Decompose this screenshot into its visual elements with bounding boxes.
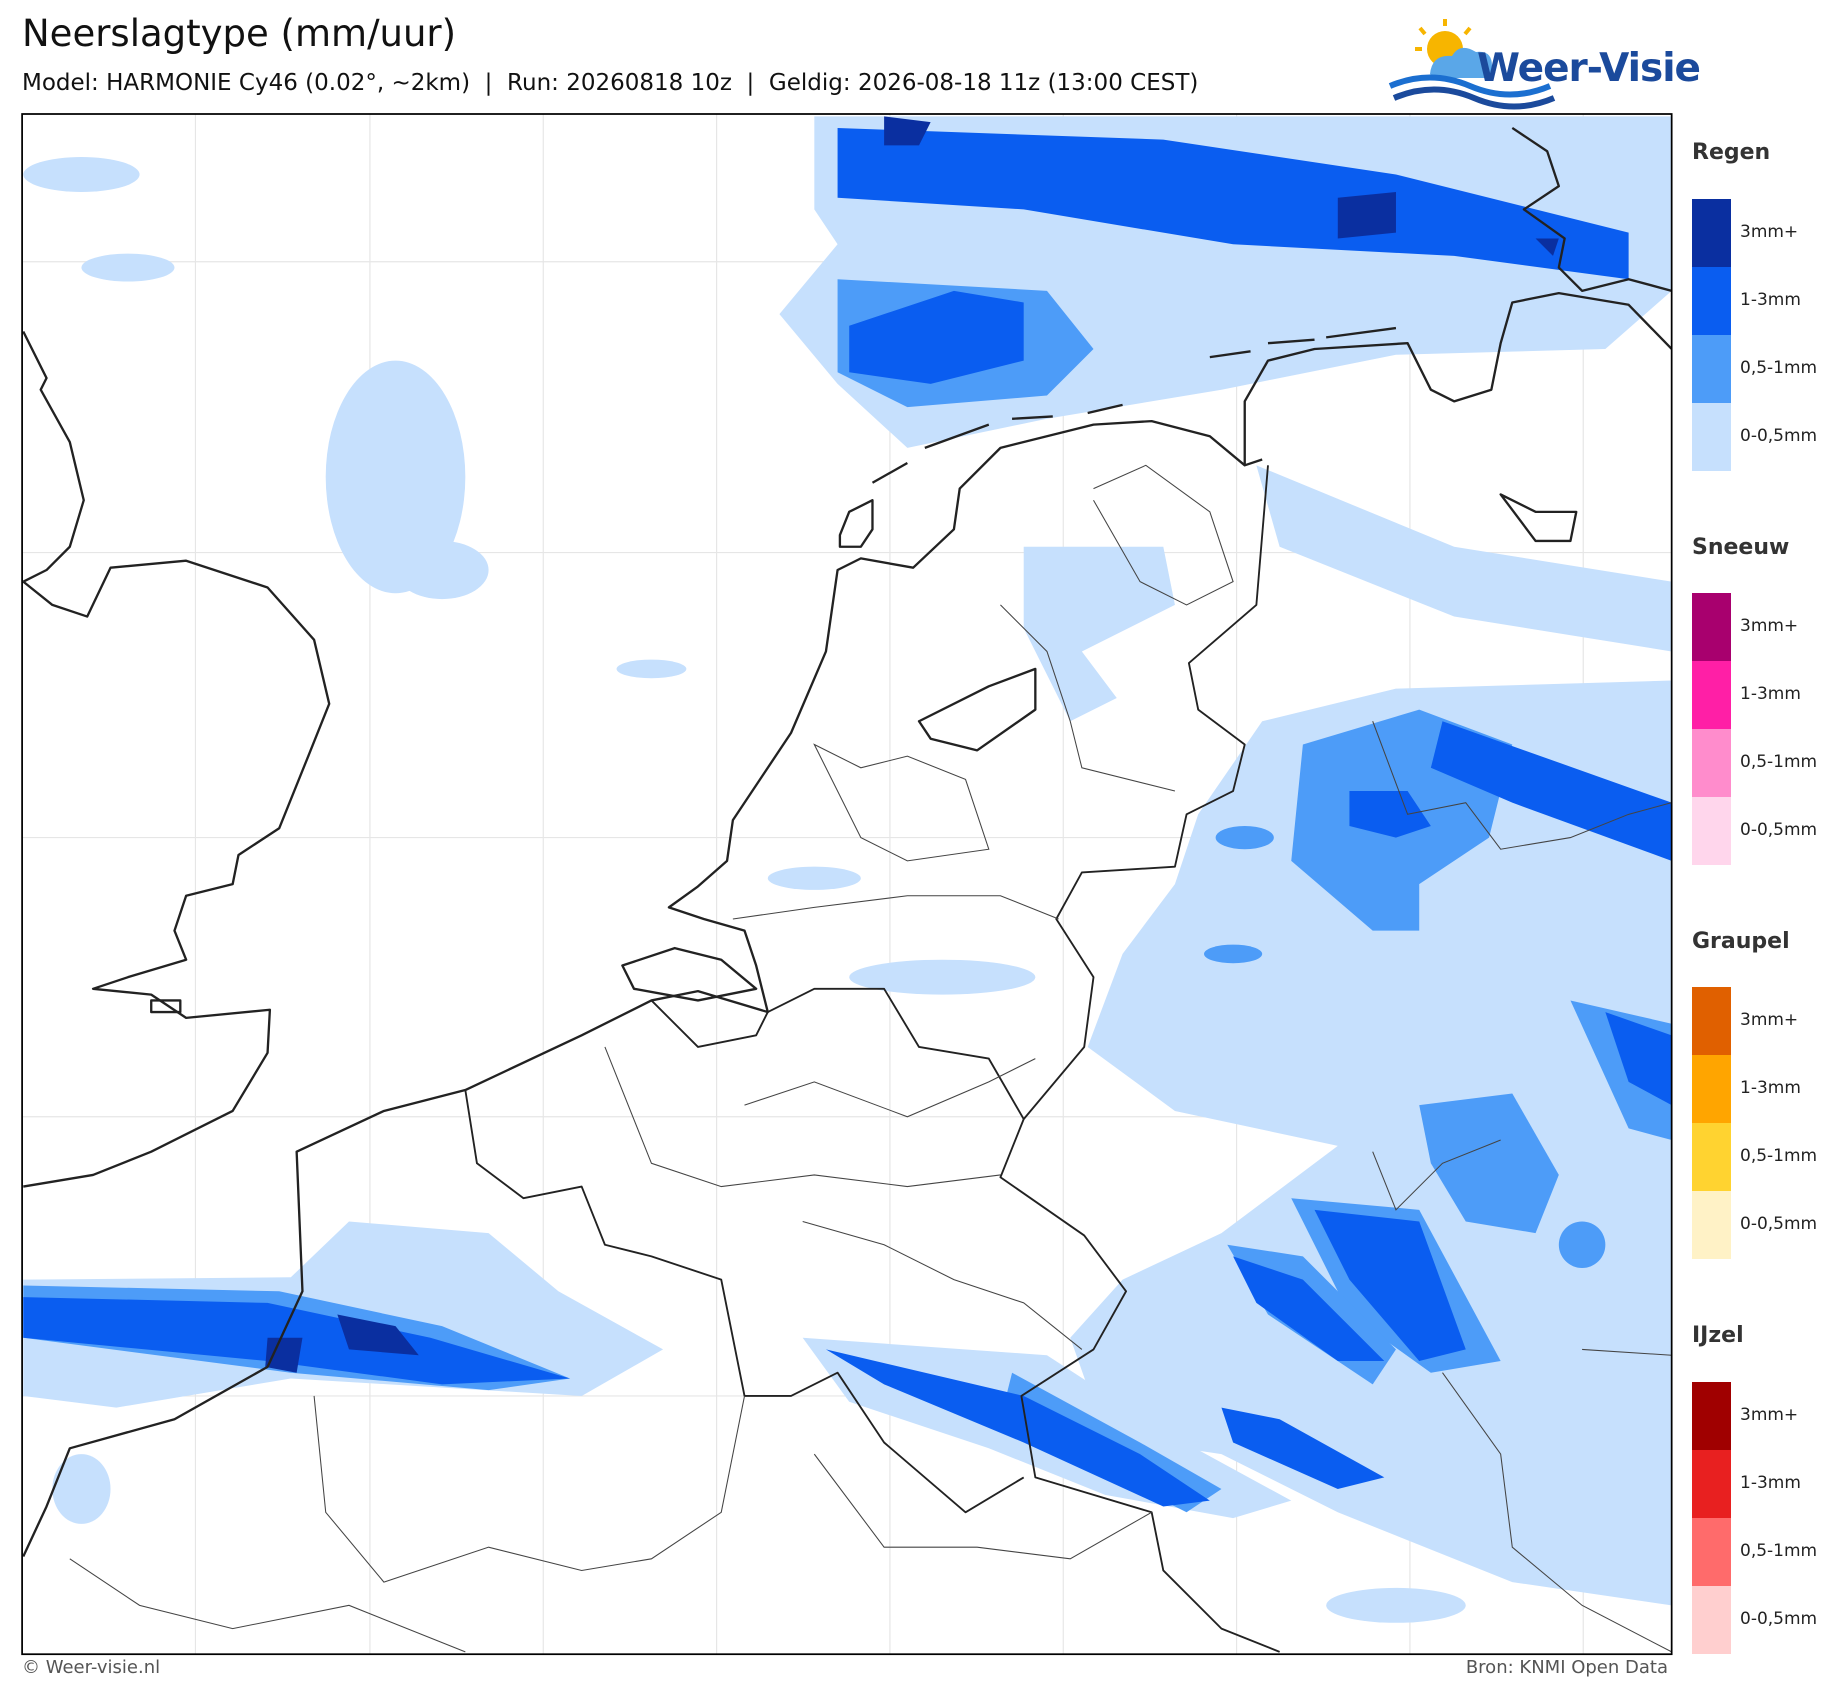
title: Neerslagtype (mm/uur) [22,12,457,55]
legend-swatch [1692,987,1731,1055]
legend-swatch [1692,593,1731,661]
legend-label: 0-0,5mm [1740,1214,1818,1234]
legend-title: Graupel [1692,929,1790,954]
legend-swatch [1692,729,1731,797]
logo-text: Weer-Visie [1477,46,1701,91]
legend-title: IJzel [1692,1323,1744,1348]
legend-label: 1-3mm [1740,1078,1801,1098]
footer-left: © Weer-visie.nl [22,1657,161,1678]
legend-label: 1-3mm [1740,684,1801,704]
legend-swatch [1692,1191,1731,1259]
legend-swatch [1692,1382,1731,1450]
legend-swatch [1692,661,1731,729]
legend-label: 0,5-1mm [1740,752,1818,772]
legend-label: 1-3mm [1740,1473,1801,1493]
legend-label: 3mm+ [1740,1010,1799,1030]
legend-label: 3mm+ [1740,222,1799,242]
subtitle: Model: HARMONIE Cy46 (0.02°, ~2km) | Run… [22,70,1199,96]
legend-swatch [1692,1518,1731,1586]
legend-swatch [1692,1586,1731,1654]
legend-label: 1-3mm [1740,290,1801,310]
legend-swatch [1692,1450,1731,1518]
legend-label: 0-0,5mm [1740,1609,1818,1629]
logo-icon [1388,19,1556,110]
legend-swatch [1692,1055,1731,1123]
legend-swatch [1692,267,1731,335]
legend-swatch [1692,1123,1731,1191]
legend-label: 0-0,5mm [1740,820,1818,840]
footer-right: Bron: KNMI Open Data [1465,1657,1668,1678]
legend-label: 0-0,5mm [1740,426,1818,446]
legend-swatch [1692,199,1731,267]
legend-title: Regen [1692,140,1771,165]
legend-label: 3mm+ [1740,1405,1799,1425]
map-layer [21,113,1673,1656]
legend-label: 3mm+ [1740,616,1799,636]
legend-label: 0,5-1mm [1740,1146,1818,1166]
legend-label: 0,5-1mm [1740,1541,1818,1561]
legend-swatch [1692,797,1731,865]
legend-swatch [1692,403,1731,471]
legend-title: Sneeuw [1692,535,1790,560]
legend-swatch [1692,335,1731,403]
legend-label: 0,5-1mm [1740,358,1818,378]
